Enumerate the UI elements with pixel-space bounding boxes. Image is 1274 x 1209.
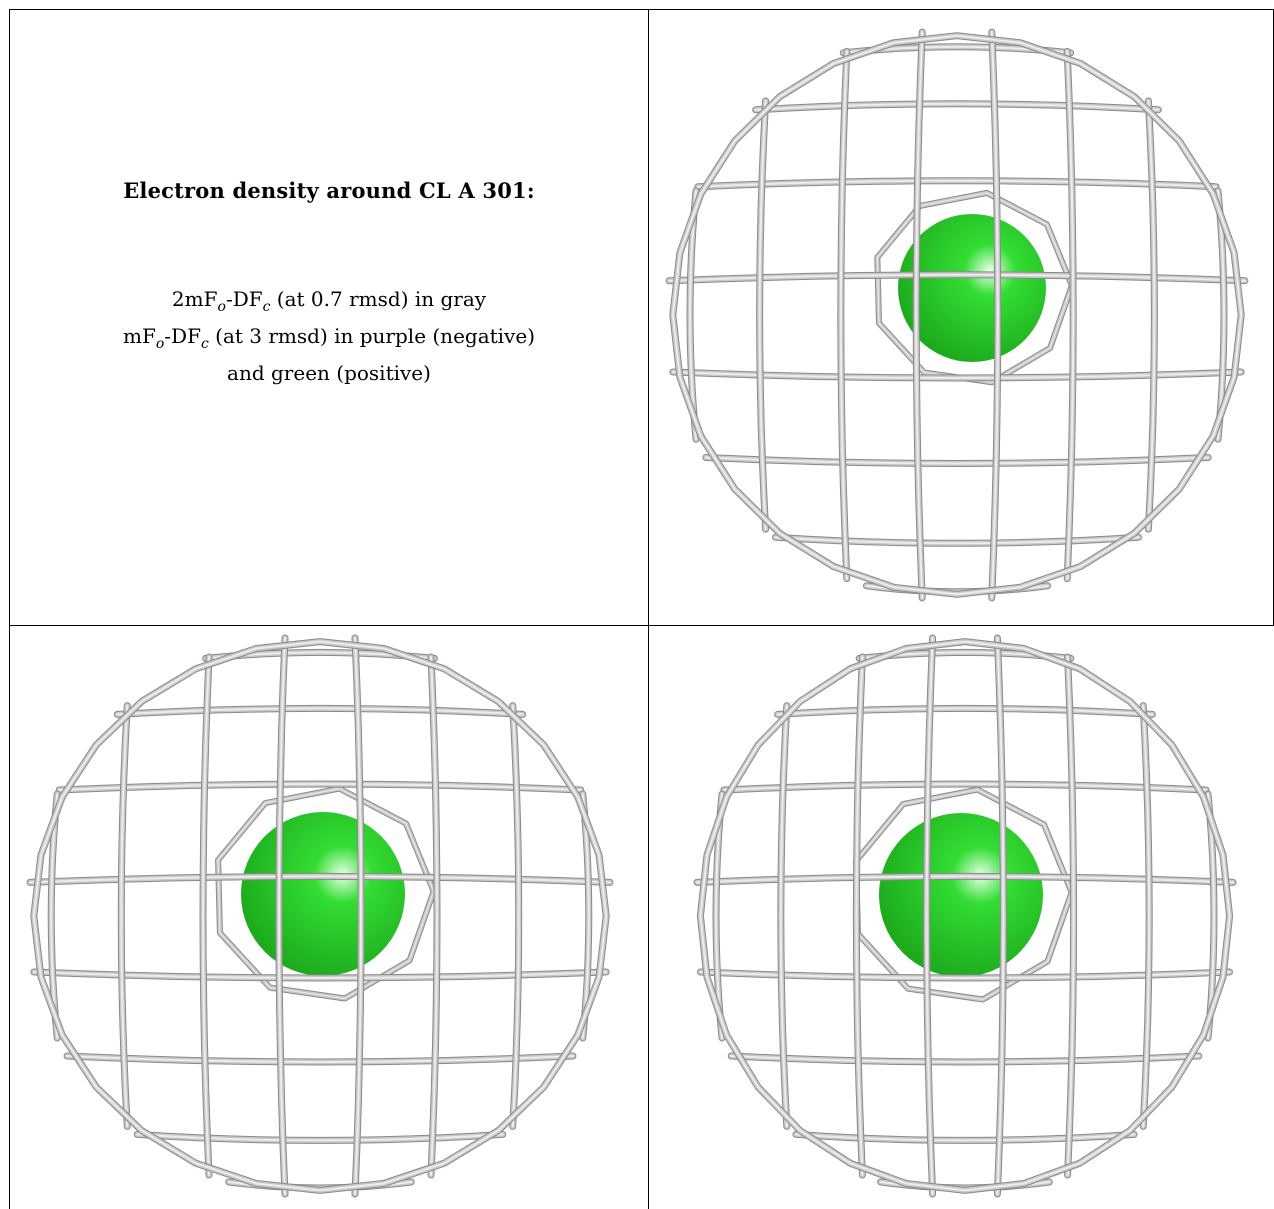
chloride-atom-sphere [898,214,1046,362]
caption-line-2: mFo-DFc (at 3 rmsd) in purple (negative) [123,324,535,352]
caption-body: 2mFo-DFc (at 0.7 rmsd) in gray mFo-DFc (… [10,285,648,388]
density-mesh-svg [665,28,1249,602]
density-view-bottom-left [20,626,630,1206]
table-divider-vertical [648,9,649,1209]
caption-line-3: and green (positive) [227,361,431,385]
chloride-atom-sphere [241,812,405,976]
density-mesh [693,634,1237,1198]
chloride-atom-sphere [879,813,1043,977]
caption-title: Electron density around CL A 301: [123,178,535,203]
density-mesh [665,28,1249,602]
density-view-top-right [652,20,1262,610]
caption-line-1: 2mFo-DFc (at 0.7 rmsd) in gray [171,287,487,315]
table-divider-horizontal [9,625,1274,626]
density-mesh [26,634,614,1198]
density-view-bottom-right [680,626,1260,1206]
figure-table [9,9,1273,1209]
density-mesh-svg [26,634,614,1198]
density-mesh-svg [693,634,1237,1198]
caption-cell: Electron density around CL A 301: 2mFo-D… [10,10,648,625]
